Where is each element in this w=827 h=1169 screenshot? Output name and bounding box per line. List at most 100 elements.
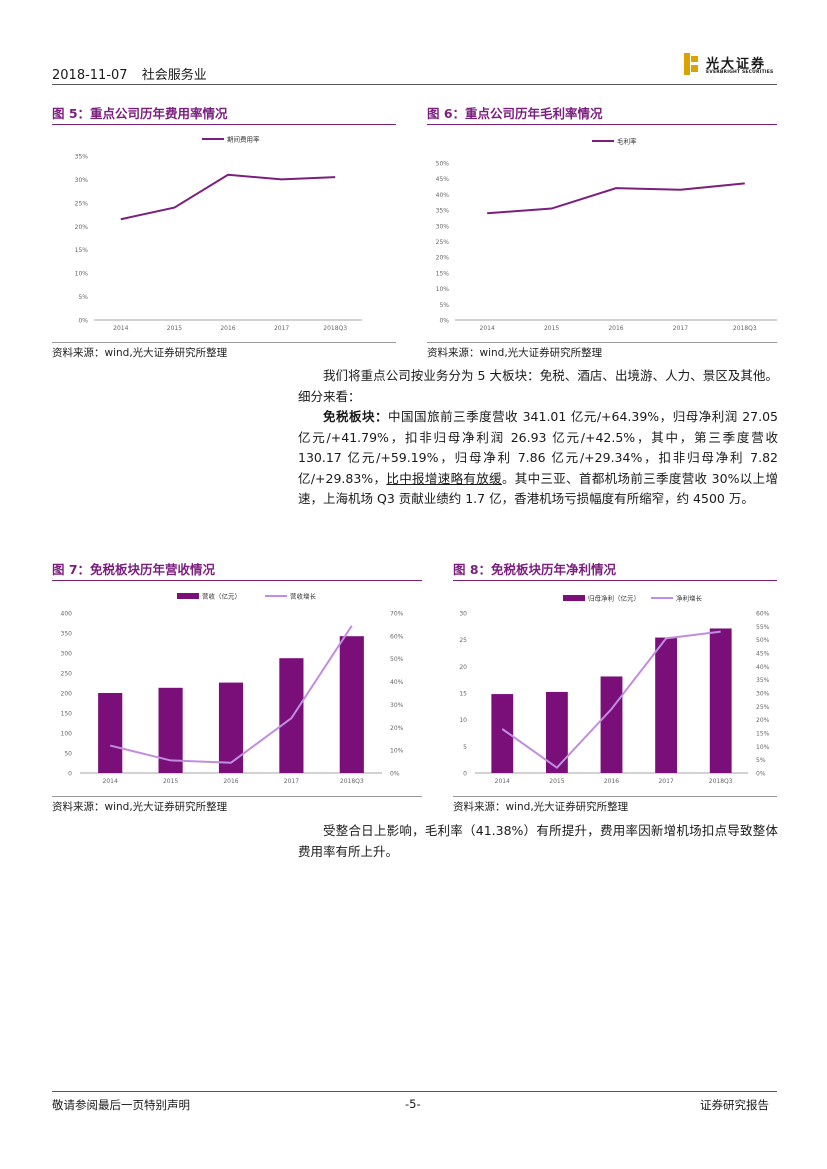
x-tick-label: 2015 (167, 325, 182, 332)
x-tick-label: 2016 (220, 325, 235, 332)
x-tick-label: 2016 (608, 325, 623, 332)
y-tick-label: 15% (75, 247, 89, 254)
y-left-tick-label: 250 (61, 671, 73, 678)
y-tick-label: 0% (439, 318, 449, 325)
y-tick-label: 0% (78, 318, 88, 325)
x-tick-label: 2014 (113, 325, 128, 332)
fig6-title: 图 6：重点公司历年毛利率情况 (427, 106, 603, 121)
y-right-tick-label: 60% (390, 633, 404, 640)
legend-swatch-bar (563, 595, 585, 601)
y-left-tick-label: 30 (459, 611, 467, 618)
y-left-tick-label: 350 (61, 631, 73, 638)
x-tick-label: 2016 (604, 778, 619, 785)
x-tick-label: 2015 (163, 778, 178, 785)
fig8-title: 图 8：免税板块历年净利情况 (453, 562, 617, 577)
fig7-source: 资料来源：wind,光大证券研究所整理 (52, 801, 228, 813)
y-right-tick-label: 35% (756, 677, 770, 684)
series-line (120, 173, 336, 221)
y-tick-label: 30% (75, 177, 89, 184)
x-tick-label: 2017 (274, 325, 289, 332)
bar (98, 693, 123, 773)
legend-label: 期间费用率 (227, 135, 260, 144)
y-tick-label: 35% (75, 154, 89, 161)
x-tick-label: 2014 (495, 778, 510, 785)
para-body1: 中国国旅前三季度营收 341.01 亿元/+64.39%，归母净利润 27.05… (298, 409, 778, 486)
y-right-tick-label: 10% (390, 748, 404, 755)
y-right-tick-label: 0% (390, 771, 400, 778)
x-tick-label: 2016 (223, 778, 238, 785)
y-tick-label: 45% (436, 176, 450, 183)
y-right-tick-label: 55% (756, 624, 770, 631)
company-logo: 光大证券 EVERBRIGHT SECURITIES (684, 53, 784, 79)
y-tick-label: 5% (78, 294, 88, 301)
x-tick-label: 2015 (549, 778, 564, 785)
y-right-tick-label: 40% (756, 664, 770, 671)
legend-label: 毛利率 (617, 137, 637, 146)
legend-label-line: 营收增长 (290, 592, 317, 601)
y-right-tick-label: 45% (756, 651, 770, 658)
bar (655, 637, 678, 773)
y-right-tick-label: 60% (756, 611, 770, 618)
x-tick-label: 2017 (658, 778, 673, 785)
x-tick-label: 2015 (544, 325, 559, 332)
fig6-rule (427, 124, 777, 125)
y-right-tick-label: 50% (756, 637, 770, 644)
x-tick-label: 2017 (673, 325, 688, 332)
footer-disclaimer: 敬请参阅最后一页特别声明 (52, 1098, 190, 1112)
fig5-rule (52, 124, 396, 125)
y-left-tick-label: 50 (64, 751, 72, 758)
para-lead: 免税板块： (323, 409, 389, 424)
bar (279, 658, 304, 773)
report-date: 2018-11-07 (52, 68, 128, 83)
x-tick-label: 2018Q3 (340, 778, 364, 785)
header-divider (52, 84, 777, 85)
legend-swatch-bar (177, 593, 199, 599)
y-left-tick-label: 15 (459, 691, 467, 698)
y-left-tick-label: 0 (463, 771, 467, 778)
y-right-tick-label: 30% (756, 691, 770, 698)
y-right-tick-label: 10% (756, 744, 770, 751)
y-left-tick-label: 0 (68, 771, 72, 778)
legend-label-bar: 归母净利（亿元） (588, 594, 640, 603)
x-tick-label: 2014 (480, 325, 495, 332)
y-tick-label: 35% (436, 208, 450, 215)
y-tick-label: 10% (75, 271, 89, 278)
y-left-tick-label: 300 (61, 651, 73, 658)
y-right-tick-label: 25% (756, 704, 770, 711)
fig7-chart: 0 50 100 150 200 250 300 350 400 0% 10% 20% 30% 40% 50… (61, 592, 404, 786)
y-right-tick-label: 40% (390, 679, 404, 686)
fig5-source: 资料来源：wind,光大证券研究所整理 (52, 347, 228, 359)
fig5-bottom-rule (52, 342, 396, 343)
y-right-tick-label: 20% (390, 725, 404, 732)
y-left-tick-label: 400 (61, 611, 73, 618)
y-tick-label: 50% (436, 161, 450, 168)
y-tick-label: 40% (436, 192, 450, 199)
paragraph-business-segments: 我们将重点公司按业务分为 5 大板块：免税、酒店、出境游、人力、景区及其他。细分… (298, 366, 778, 510)
y-right-tick-label: 50% (390, 656, 404, 663)
y-right-tick-label: 5% (756, 757, 766, 764)
fig6-chart: 0% 5% 10% 15% 20% 25% 30% 35% 40% 45% 50% 2014 2015 2… (436, 137, 777, 332)
y-left-tick-label: 100 (61, 731, 73, 738)
y-left-tick-label: 25 (459, 637, 467, 644)
x-tick-label: 2018Q3 (323, 325, 347, 332)
header-date-sector: 2018-11-07 社会服务业 (52, 64, 207, 83)
fig7-rule (52, 580, 422, 581)
fig6-bottom-rule (427, 342, 777, 343)
x-tick-label: 2014 (103, 778, 118, 785)
x-tick-label: 2018Q3 (733, 325, 757, 332)
logo-icon (684, 53, 698, 75)
y-right-tick-label: 30% (390, 702, 404, 709)
y-left-tick-label: 150 (61, 711, 73, 718)
y-left-tick-label: 10 (459, 717, 467, 724)
y-tick-label: 15% (436, 270, 450, 277)
y-tick-label: 20% (436, 255, 450, 262)
legend-label-line: 净利增长 (676, 594, 703, 603)
fig6-source: 资料来源：wind,光大证券研究所整理 (427, 347, 603, 359)
bar (491, 694, 514, 773)
footer-report-type: 证券研究报告 (700, 1098, 769, 1112)
sector-name: 社会服务业 (141, 68, 207, 83)
fig8-source: 资料来源：wind,光大证券研究所整理 (453, 801, 629, 813)
y-tick-label: 30% (436, 223, 450, 230)
y-tick-label: 25% (436, 239, 450, 246)
para-intro: 我们将重点公司按业务分为 5 大板块：免税、酒店、出境游、人力、景区及其他。细分… (298, 368, 778, 404)
